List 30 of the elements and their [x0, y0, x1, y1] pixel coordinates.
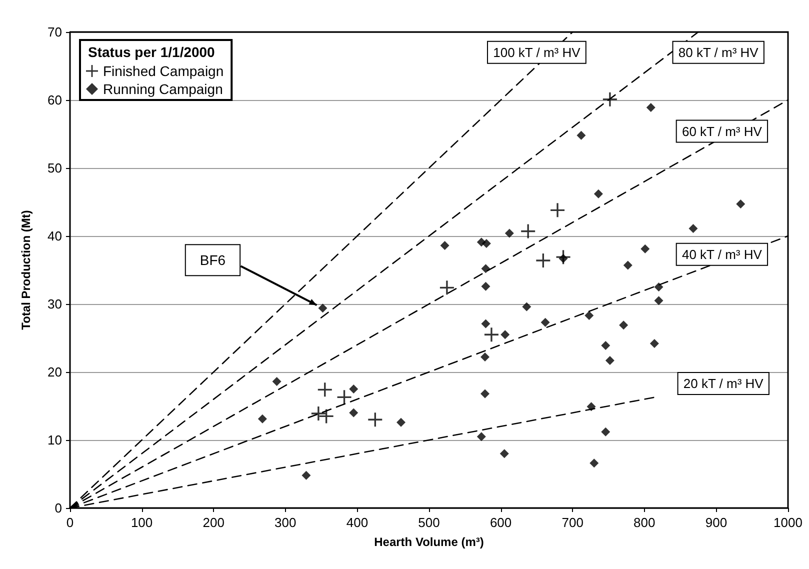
legend-label: Running Campaign — [103, 81, 223, 97]
x-tick-label: 600 — [490, 515, 512, 530]
x-tick-label: 300 — [274, 515, 296, 530]
x-tick-label: 0 — [66, 515, 74, 530]
x-tick-label: 700 — [562, 515, 584, 530]
series-label: 80 kT / m³ HV — [678, 44, 759, 60]
text: 20 kT / m³ HV — [683, 376, 764, 392]
series-label: 60 kT / m³ HV — [682, 124, 762, 139]
series-label: 40 kT / m³ HV — [682, 246, 762, 262]
x-tick-label: 1000 — [774, 515, 802, 530]
y-tick-label: 50 — [48, 160, 62, 176]
y-tick-label: 30 — [48, 296, 62, 312]
x-tick-label: 800 — [634, 515, 656, 530]
y-tick-label: 70 — [48, 24, 62, 40]
series-label: 100 kT / m³ HV — [493, 44, 581, 60]
y-tick-label: 40 — [48, 228, 62, 244]
y-axis-title: Total Production (Mt) — [19, 210, 33, 330]
y-tick-label: 20 — [48, 364, 62, 380]
x-tick-label: 900 — [705, 515, 728, 530]
x-tick-label: 400 — [346, 515, 368, 530]
annotation: BF6 — [200, 252, 226, 268]
x-tick-label: 500 — [418, 515, 440, 530]
legend-label: Finished Campaign — [103, 63, 224, 79]
legend-title: Status per 1/1/2000 — [88, 44, 216, 60]
y-tick-label: 10 — [48, 432, 62, 448]
x-tick-label: 100 — [130, 515, 153, 530]
y-tick-label: 0 — [54, 500, 62, 516]
y-tick-label: 60 — [48, 92, 62, 108]
x-axis-title: Hearth Volume (m³) — [374, 535, 484, 549]
x-tick-label: 200 — [202, 515, 224, 530]
